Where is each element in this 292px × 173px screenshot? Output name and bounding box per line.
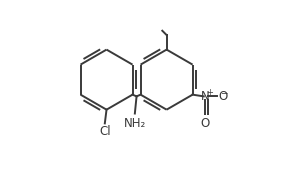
Text: Cl: Cl	[99, 125, 111, 138]
Text: NH₂: NH₂	[124, 117, 146, 130]
Text: O: O	[219, 90, 228, 103]
Text: O: O	[201, 117, 210, 130]
Text: N: N	[201, 90, 210, 103]
Text: −: −	[220, 88, 227, 97]
Text: +: +	[206, 88, 213, 97]
